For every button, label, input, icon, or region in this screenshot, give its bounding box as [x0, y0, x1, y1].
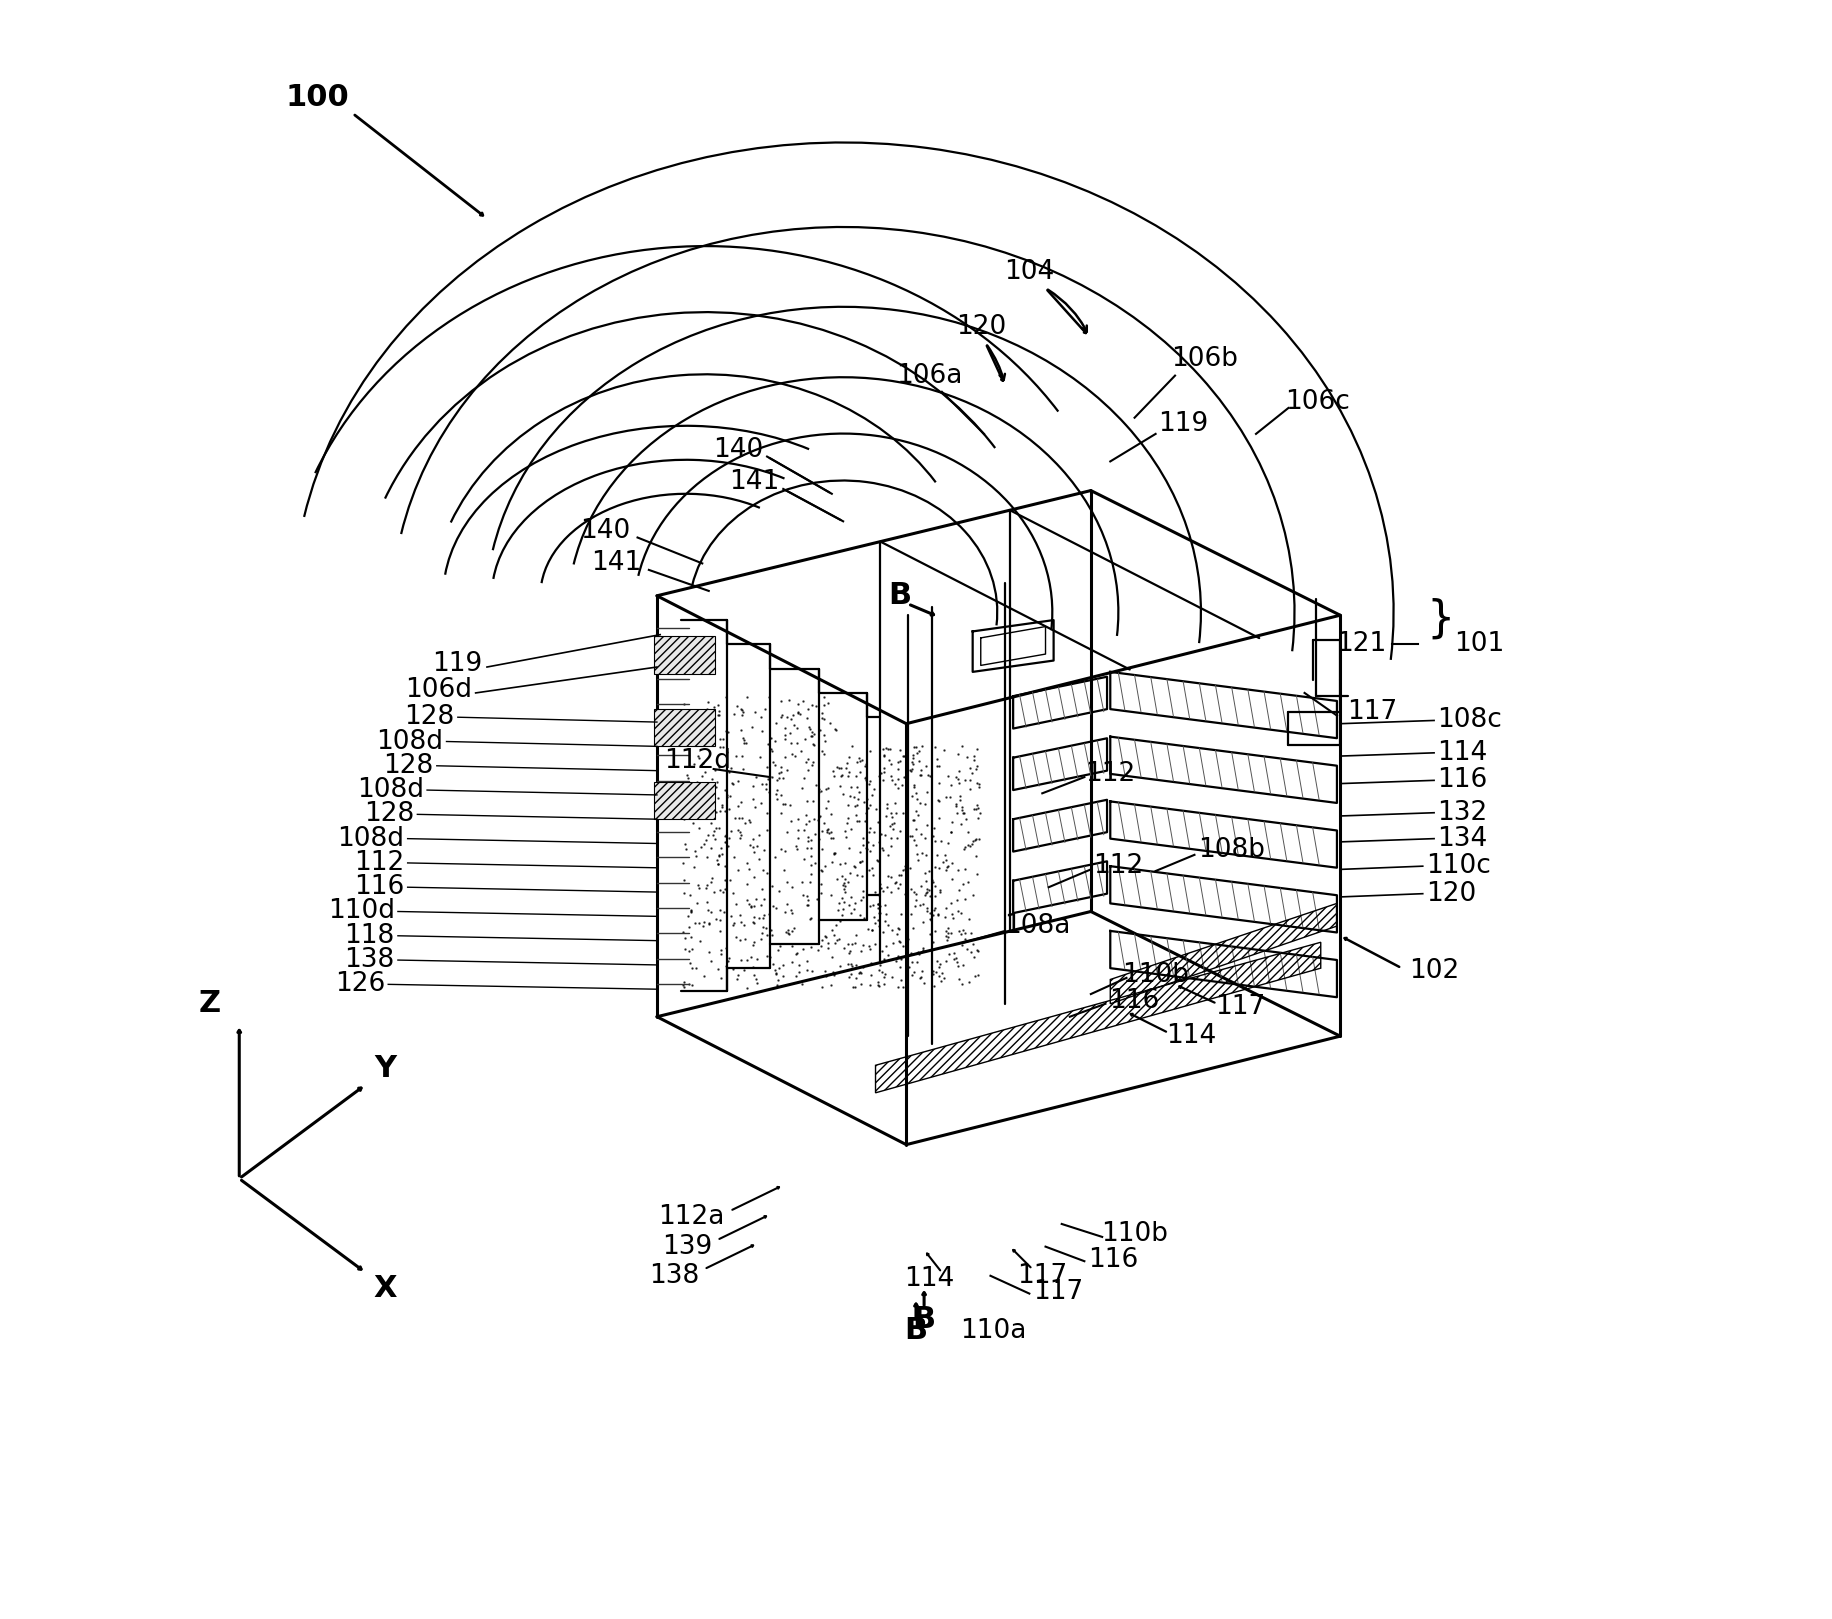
Text: 128: 128	[365, 801, 414, 827]
Text: 128: 128	[383, 753, 434, 779]
Text: 116: 116	[1088, 1247, 1140, 1273]
Text: 114: 114	[1438, 740, 1488, 766]
Text: 116: 116	[1110, 988, 1160, 1013]
Text: 117: 117	[1017, 1263, 1068, 1289]
Text: 140: 140	[713, 437, 764, 463]
Text: 108b: 108b	[1198, 837, 1266, 863]
Text: 141: 141	[592, 550, 641, 576]
Text: X: X	[374, 1274, 398, 1303]
Text: 126: 126	[335, 971, 385, 997]
Text: 108d: 108d	[337, 826, 405, 852]
Text: 120: 120	[956, 314, 1006, 340]
Text: 114: 114	[1167, 1023, 1216, 1049]
Text: 106a: 106a	[896, 363, 962, 389]
Text: 121: 121	[1336, 631, 1387, 657]
Text: 102: 102	[1409, 958, 1460, 984]
Bar	[654, 636, 714, 674]
Text: 141: 141	[729, 470, 779, 495]
Text: 104: 104	[1004, 259, 1055, 285]
Text: 112: 112	[1085, 761, 1136, 787]
Text: 108d: 108d	[376, 729, 443, 754]
Text: Z: Z	[200, 989, 222, 1018]
Text: 110d: 110d	[328, 899, 394, 924]
Text: 118: 118	[344, 923, 394, 949]
Text: 110b: 110b	[1123, 962, 1189, 988]
Text: 100: 100	[286, 83, 348, 112]
Text: 116: 116	[354, 874, 405, 900]
Bar	[654, 782, 714, 819]
Text: B: B	[889, 581, 911, 610]
Text: 132: 132	[1438, 800, 1488, 826]
Text: Y: Y	[374, 1054, 396, 1083]
Text: 110c: 110c	[1425, 853, 1491, 879]
Text: B: B	[905, 1316, 927, 1345]
Text: 114: 114	[903, 1266, 954, 1292]
Text: 110a: 110a	[960, 1318, 1028, 1344]
Text: 108d: 108d	[357, 777, 423, 803]
Text: 116: 116	[1438, 767, 1488, 793]
Text: 106b: 106b	[1171, 346, 1238, 372]
Bar	[654, 709, 714, 746]
Text: 138: 138	[649, 1263, 700, 1289]
Text: 119: 119	[1158, 411, 1209, 437]
Text: 117: 117	[1215, 994, 1264, 1020]
Text: }: }	[1425, 597, 1455, 691]
Text: 112d: 112d	[663, 748, 731, 774]
Text: 119: 119	[432, 651, 482, 677]
Text: 112a: 112a	[658, 1205, 725, 1230]
Text: 110b: 110b	[1101, 1221, 1169, 1247]
Text: 112: 112	[354, 850, 405, 876]
Text: 140: 140	[581, 518, 630, 544]
Text: B: B	[912, 1305, 936, 1334]
Text: 117: 117	[1347, 699, 1398, 725]
Text: 128: 128	[405, 704, 454, 730]
Text: 106c: 106c	[1284, 389, 1350, 414]
Text: 138: 138	[344, 947, 394, 973]
Text: 134: 134	[1438, 826, 1488, 852]
Text: 108a: 108a	[1004, 913, 1070, 939]
Text: 108c: 108c	[1438, 708, 1502, 733]
Text: 112: 112	[1094, 853, 1143, 879]
Text: 120: 120	[1425, 881, 1477, 907]
Text: 117: 117	[1033, 1279, 1083, 1305]
Text: 101: 101	[1455, 631, 1504, 657]
Text: 139: 139	[661, 1234, 713, 1260]
Text: 106d: 106d	[405, 677, 473, 703]
